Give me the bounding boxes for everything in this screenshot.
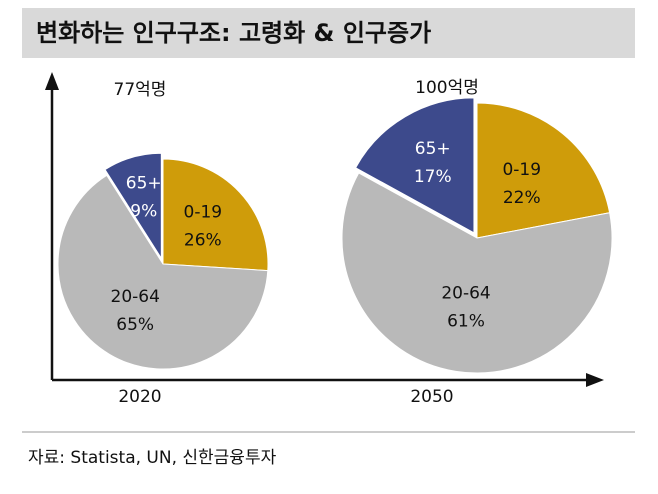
pie-slice	[104, 152, 162, 260]
slice-value: 65%	[116, 315, 154, 335]
slice-value: 26%	[184, 231, 222, 251]
pie-slice	[476, 102, 611, 239]
pie-slice	[162, 158, 269, 272]
slice-category: 65+	[415, 139, 451, 159]
slice-value: 61%	[447, 311, 485, 331]
slice-value: 22%	[503, 188, 541, 208]
slice-category: 65+	[126, 174, 162, 194]
slice-category: 0-19	[502, 160, 541, 180]
pie-year: 2020	[118, 387, 161, 407]
pie-slice	[341, 172, 613, 374]
slice-value: 17%	[414, 167, 452, 187]
y-arrow	[45, 72, 59, 90]
pie-year: 2050	[410, 387, 453, 407]
x-arrow	[586, 373, 604, 387]
slice-category: 0-19	[184, 203, 223, 223]
slice-category: 20-64	[111, 287, 160, 307]
source: 자료: Statista, UN, 신한금융투자	[28, 448, 277, 468]
pie-total: 100억명	[415, 78, 479, 98]
pie-slice	[354, 97, 475, 234]
title: 변화하는 인구구조: 고령화 & 인구증가	[36, 19, 431, 47]
title-bar	[22, 8, 635, 58]
slice-value: 9%	[130, 202, 157, 222]
pie-slice	[57, 174, 269, 370]
slice-category: 20-64	[441, 283, 490, 303]
pie-total: 77억명	[114, 80, 167, 100]
